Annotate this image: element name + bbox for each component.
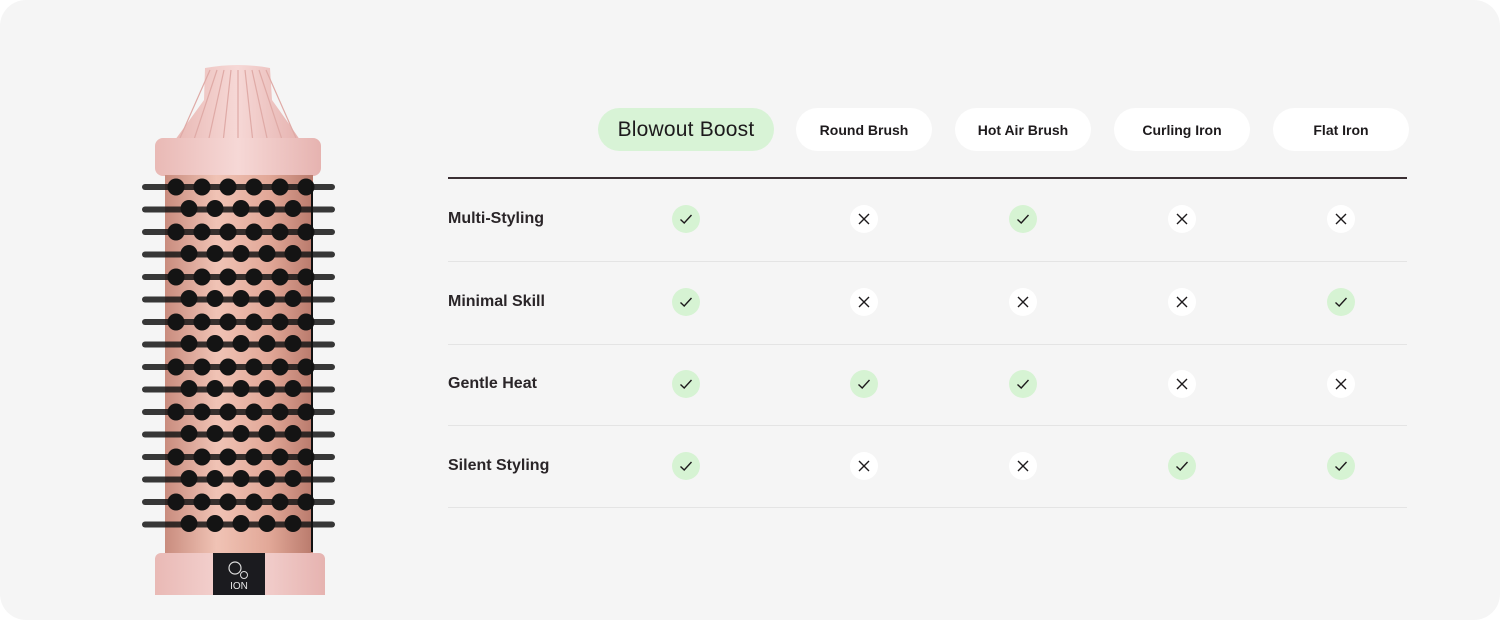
column-header-label: Curling Iron (1142, 121, 1222, 138)
check-icon (1009, 205, 1037, 233)
x-icon (1327, 370, 1355, 398)
check-icon (1327, 288, 1355, 316)
row-divider (448, 507, 1407, 508)
row-label: Silent Styling (448, 457, 550, 474)
column-header-hot-air-brush: Hot Air Brush (955, 108, 1091, 151)
row-label: Minimal Skill (448, 293, 545, 310)
column-header-flat-iron: Flat Iron (1273, 108, 1409, 151)
column-header-blowout-boost: Blowout Boost (598, 108, 774, 151)
column-header-round-brush: Round Brush (796, 108, 932, 151)
row-label: Multi-Styling (448, 210, 544, 227)
check-icon (672, 370, 700, 398)
product-image-brush-attachment: ION (142, 65, 335, 595)
column-header-label: Round Brush (819, 121, 909, 138)
check-icon (672, 205, 700, 233)
x-icon (850, 205, 878, 233)
x-icon (850, 452, 878, 480)
ion-label: ION (230, 581, 248, 592)
check-icon (672, 288, 700, 316)
column-header-label: Blowout Boost (617, 117, 755, 141)
check-icon (672, 452, 700, 480)
column-header-curling-iron: Curling Iron (1114, 108, 1250, 151)
x-icon (1168, 370, 1196, 398)
row-divider (448, 425, 1407, 426)
check-icon (1009, 370, 1037, 398)
x-icon (1327, 205, 1355, 233)
x-icon (1168, 288, 1196, 316)
check-icon (850, 370, 878, 398)
row-divider (448, 261, 1407, 262)
x-icon (850, 288, 878, 316)
row-label: Gentle Heat (448, 375, 537, 392)
header-divider (448, 177, 1407, 179)
x-icon (1168, 205, 1196, 233)
check-icon (1168, 452, 1196, 480)
check-icon (1327, 452, 1355, 480)
x-icon (1009, 452, 1037, 480)
column-header-label: Flat Iron (1313, 121, 1369, 138)
column-header-label: Hot Air Brush (977, 121, 1069, 138)
x-icon (1009, 288, 1037, 316)
row-divider (448, 344, 1407, 345)
